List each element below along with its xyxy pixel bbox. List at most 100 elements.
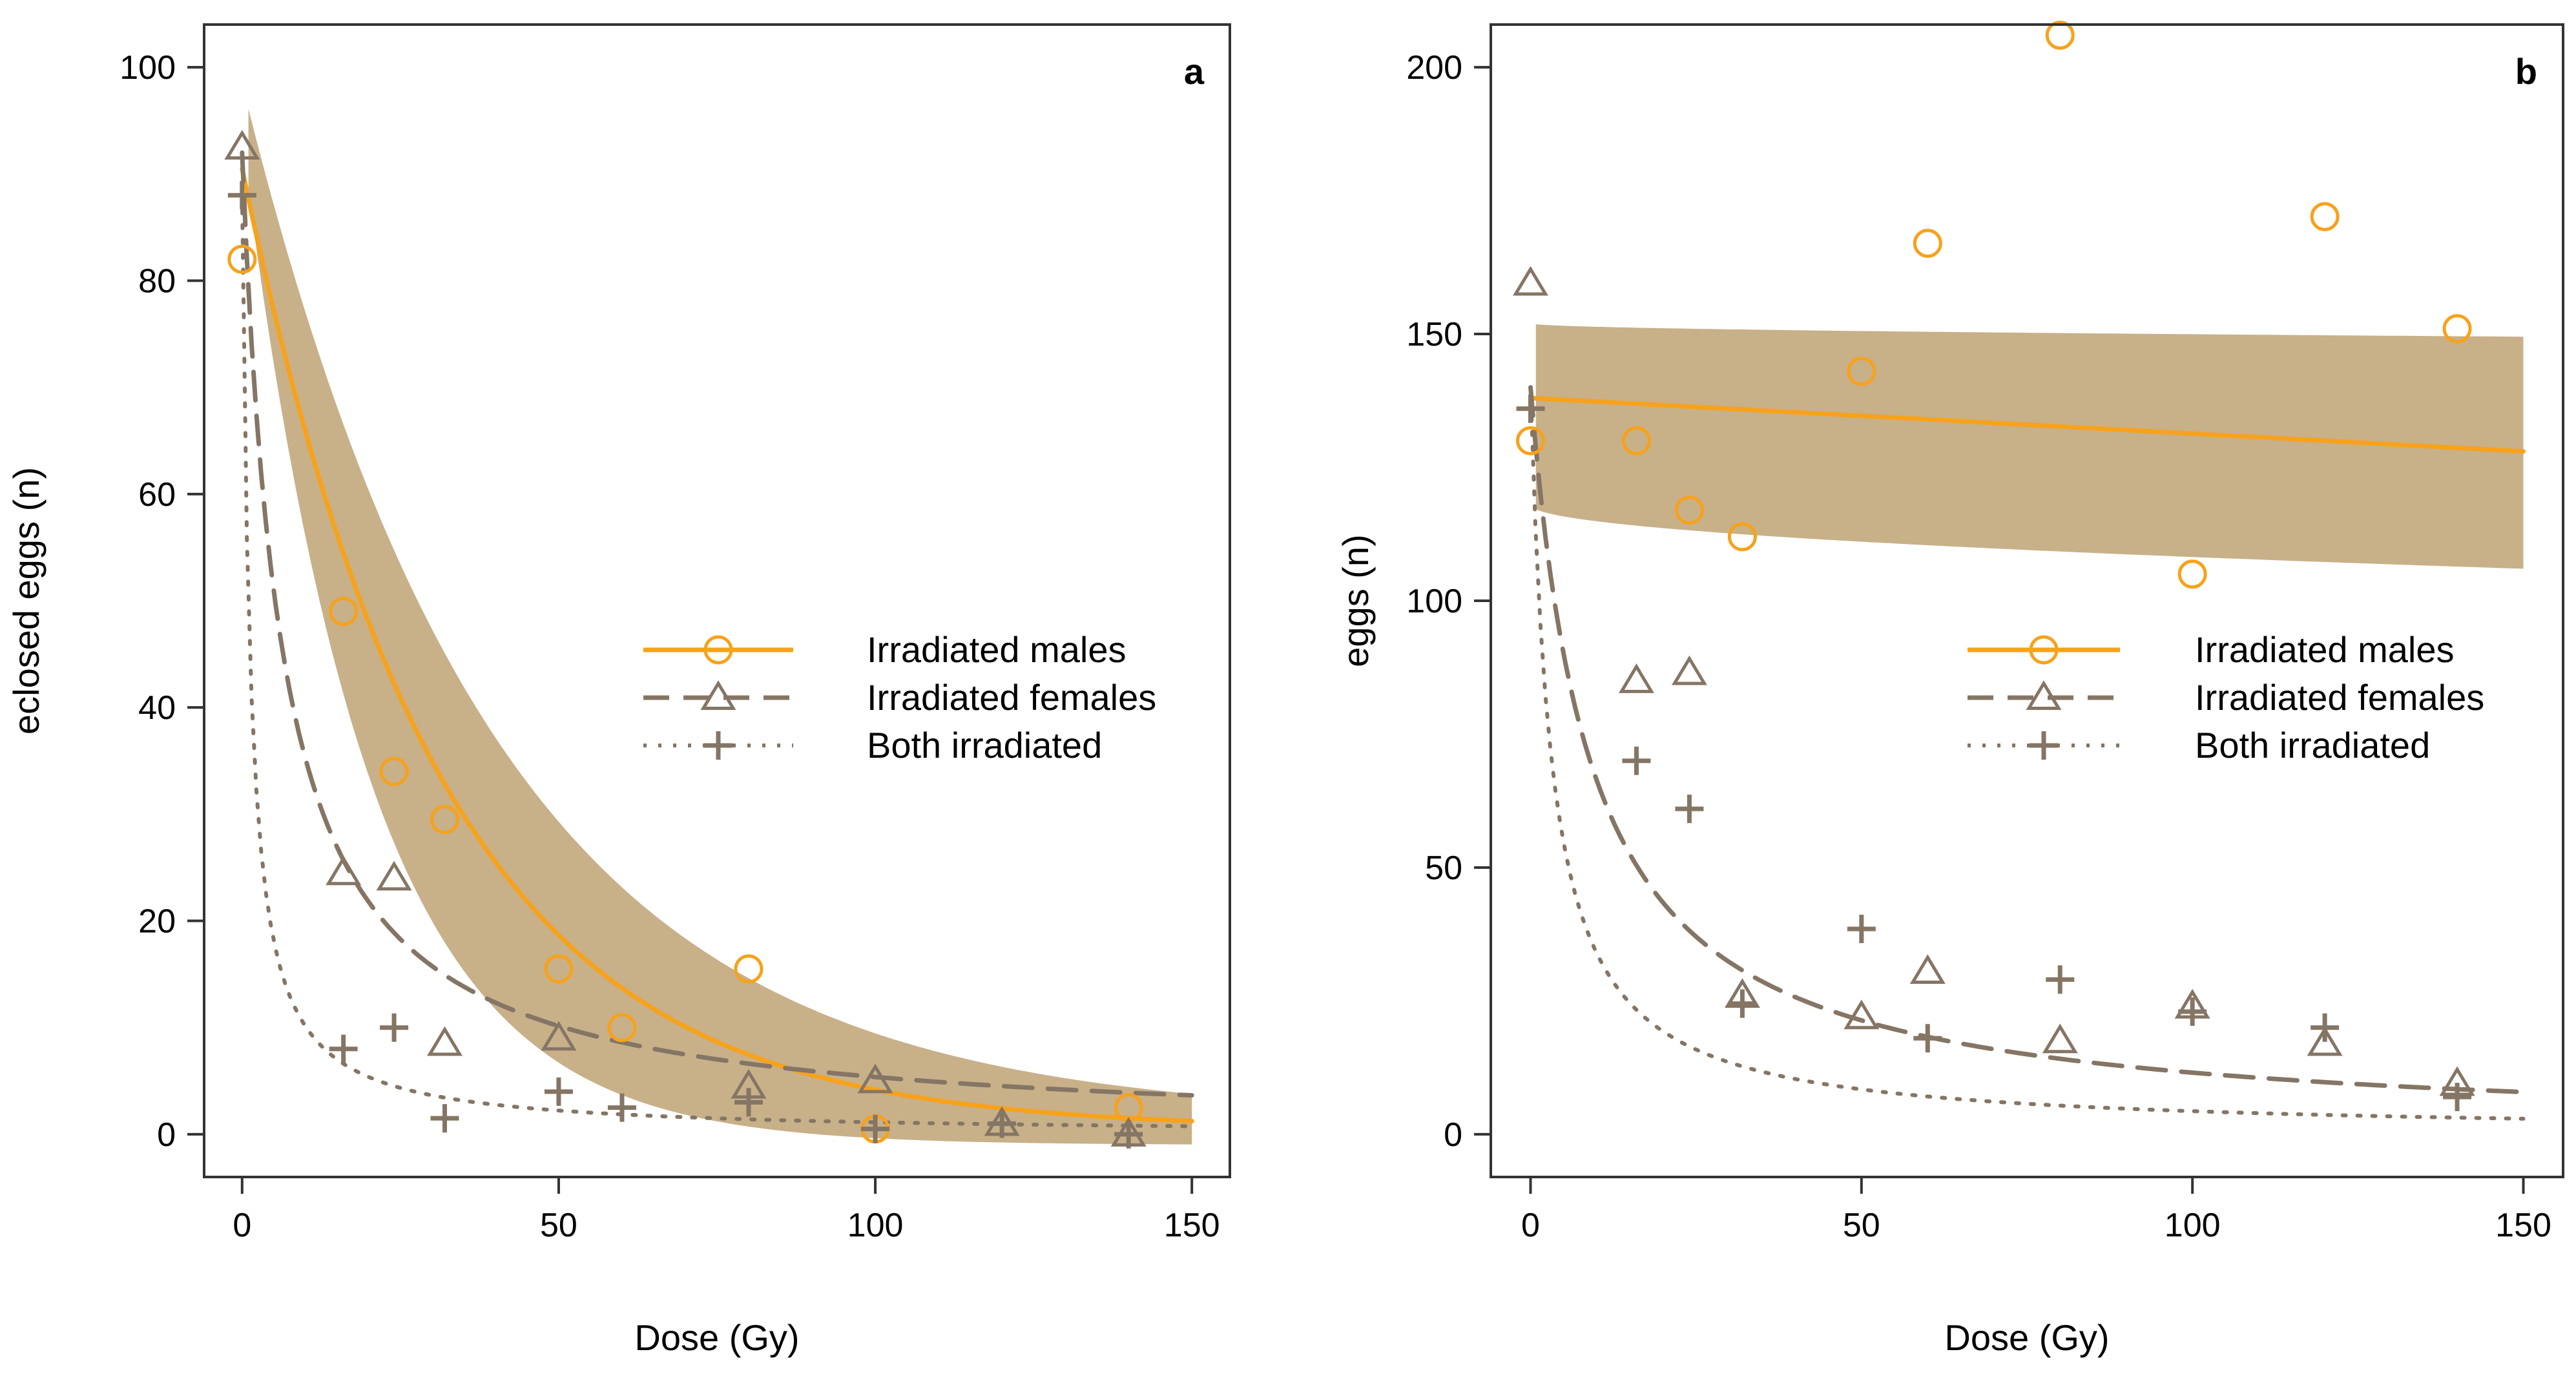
panel-b-series-2-point-4 (1847, 914, 1876, 943)
panel-b-plot-frame (1490, 23, 2564, 1178)
panel-a-x-tick-label-1: 50 (540, 1207, 577, 1244)
panel-b-y-axis-title: eggs (n) (1335, 534, 1376, 667)
panel-a-series-2-point-3 (430, 1104, 459, 1133)
panel-a-series-1-point-2 (376, 860, 412, 891)
panel-a-plot-frame (203, 23, 1231, 1178)
panel-a-legend-label-0: Irradiated males (867, 629, 1127, 670)
panel-a-series-0-point-0 (227, 244, 257, 274)
panel-a-series-2-point-8 (988, 1109, 1017, 1138)
panel-b-series-0-point-1 (1621, 426, 1651, 455)
panel-b-legend-marker-1 (2026, 680, 2062, 710)
panel-a-y-tick-label-1: 20 (138, 903, 176, 941)
panel-b-x-tick-label-3: 150 (2495, 1207, 2551, 1244)
panel-a-y-tick-label-5: 100 (119, 49, 176, 87)
panel-a-x-axis-title: Dose (Gy) (634, 1317, 799, 1358)
panel-a-y-tick-label-3: 60 (138, 476, 176, 514)
panel-b-series-2-point-3 (1728, 989, 1757, 1018)
panel-b-series-0-point-4 (1847, 357, 1876, 386)
panel-a-fit-curve-2 (240, 193, 1194, 1129)
panel-b-y-tick-label-4: 200 (1406, 49, 1462, 87)
panel-b-series-0-point-6 (2045, 21, 2075, 50)
panel-a-series-1-point-3 (426, 1026, 463, 1056)
panel-a-series-0-point-4 (544, 954, 574, 984)
panel-b-series-1-point-8 (2307, 1026, 2343, 1056)
panel-b-legend-label-1: Irradiated females (2195, 677, 2484, 718)
panel-b-y-tick-label-3: 150 (1406, 316, 1462, 353)
panel-b-x-axis-title: Dose (Gy) (1944, 1317, 2109, 1358)
panel-a-series-1-point-4 (541, 1021, 577, 1051)
panel-a-series-0-point-2 (379, 756, 409, 786)
panel-b-x-tick-label-1: 50 (1843, 1207, 1880, 1244)
panel-a-letter: a (1184, 51, 1205, 92)
panel-b-legend-label-0: Irradiated males (2195, 629, 2455, 670)
panel-a-legend-marker-2 (704, 731, 732, 760)
panel-a-series-2-point-9 (1114, 1119, 1143, 1149)
panel-a-legend-marker-1 (700, 680, 736, 710)
panel-b-series-2-point-5 (1913, 1024, 1942, 1053)
panel-b-series-2-point-8 (2311, 1013, 2340, 1042)
panel-b-series-2-point-7 (2178, 997, 2207, 1026)
panel-b-series-0-point-9 (2442, 314, 2472, 344)
panel-a-series-2-point-1 (329, 1034, 358, 1063)
panel-b-y-tick-label-0: 0 (1444, 1116, 1462, 1154)
panel-a-series-0-point-5 (607, 1013, 637, 1043)
panel-b-fit-curve-0 (1528, 395, 2526, 454)
panel-b-series-2-point-1 (1622, 746, 1651, 775)
panel-b-chart: 0 50 100 150 0 50 100 150 200 Dose (Gy) eggs (n) b I… (1335, 21, 2564, 1358)
panel-b-series-0-point-8 (2310, 202, 2340, 231)
panel-a-series-1-point-6 (857, 1063, 893, 1094)
panel-a-series-2-point-0 (227, 181, 256, 210)
panel-a-series-2-point-7 (861, 1114, 890, 1143)
panel-b-y-tick-label-2: 100 (1406, 583, 1462, 620)
panel-b-series-2-point-0 (1516, 394, 1545, 423)
panel-b-fit-curve-2 (1528, 385, 2526, 1121)
panel-a-confidence-band (248, 109, 1192, 1145)
panel-a-y-tick-label-2: 40 (138, 689, 176, 727)
panel-b-fit-curve-1 (1528, 385, 2526, 1094)
panel-a-chart: 0 50 100 150 0 20 40 60 80 100 Dose (Gy) eclosed eg… (6, 23, 1231, 1358)
panel-b-series-1-point-4 (1844, 999, 1880, 1030)
panel-a-series-0-point-1 (329, 597, 358, 627)
panel-a-x-tick-label-0: 0 (233, 1207, 251, 1244)
panel-a-series-0-point-6 (734, 954, 763, 984)
panel-a-x-tick-label-2: 100 (847, 1207, 904, 1244)
panel-b-x-tick-label-2: 100 (2165, 1207, 2221, 1244)
panel-a-series-2-point-5 (607, 1093, 636, 1122)
panel-b-legend-label-2: Both irradiated (2195, 725, 2430, 765)
panel-b-series-1-point-2 (1671, 655, 1707, 685)
panel-b-series-0-point-0 (1515, 426, 1545, 455)
panel-b-legend-marker-2 (2030, 731, 2058, 760)
panel-a-fit-curve-0 (240, 166, 1194, 1123)
panel-a-x-tick-label-3: 150 (1164, 1207, 1220, 1244)
panel-a-series-1-point-0 (224, 130, 260, 160)
panel-b-series-1-point-6 (2042, 1023, 2078, 1054)
panel-b-confidence-band (1535, 324, 2524, 569)
panel-b-series-0-point-7 (2177, 559, 2207, 589)
panel-b-y-tick-label-1: 50 (1425, 849, 1462, 887)
panel-b-x-tick-label-0: 0 (1521, 1207, 1540, 1244)
panel-b-series-0-point-2 (1674, 495, 1704, 525)
panel-b-series-1-point-0 (1512, 266, 1548, 296)
panel-a-fit-curve-1 (240, 150, 1194, 1098)
panel-b-legend-marker-0 (2029, 635, 2059, 665)
panel-a-legend-label-2: Both irradiated (867, 725, 1102, 765)
panel-a-y-axis-title: eclosed eggs (n) (6, 467, 47, 734)
panel-a-series-1-point-1 (326, 855, 362, 886)
panel-a-series-0-point-3 (430, 805, 459, 835)
panel-b-series-0-point-5 (1913, 229, 1942, 258)
panel-a-y-tick-label-0: 0 (157, 1116, 176, 1154)
panel-b-series-2-point-9 (2443, 1083, 2472, 1112)
panel-a-series-2-point-4 (544, 1077, 573, 1106)
panel-b-letter: b (2515, 51, 2537, 92)
panel-b-series-1-point-1 (1618, 663, 1654, 693)
panel-b-series-1-point-5 (1909, 954, 1946, 984)
panel-a-y-tick-label-4: 80 (138, 262, 176, 300)
panel-b-series-2-point-2 (1675, 795, 1704, 824)
panel-b-series-0-point-3 (1727, 522, 1757, 552)
panel-a-legend-marker-0 (703, 635, 733, 665)
panel-a-legend-label-1: Irradiated females (867, 677, 1156, 718)
panel-a-series-2-point-2 (380, 1013, 409, 1042)
panel-a-series-2-point-6 (734, 1088, 763, 1117)
panel-b-series-2-point-6 (2046, 965, 2075, 994)
